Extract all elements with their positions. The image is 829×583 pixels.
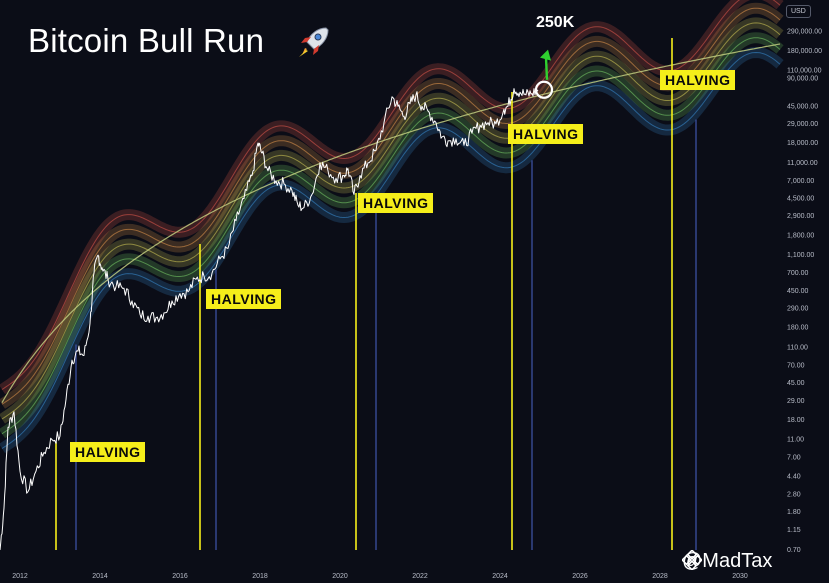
x-tick-label: 2014 — [92, 573, 108, 580]
y-tick-label: 11,000.00 — [787, 160, 818, 167]
x-axis: 2012 2014 2016 2018 2020 2022 2024 2026 2028 2030 — [12, 573, 748, 580]
trend-line-group — [1, 43, 781, 403]
x-tick-label: 2030 — [732, 573, 748, 580]
target-circle-icon — [534, 80, 554, 99]
y-tick-label: 290,000.00 — [787, 29, 822, 36]
target-label: 250K — [536, 14, 575, 31]
y-tick-label: 700.00 — [787, 270, 809, 277]
rocket-icon — [299, 27, 329, 57]
x-tick-label: 2016 — [172, 573, 188, 580]
y-tick-label: 180,000.00 — [787, 48, 822, 55]
y-tick-label: 180.00 — [787, 325, 809, 332]
x-tick-label: 2018 — [252, 573, 268, 580]
y-tick-label: 1.15 — [787, 527, 801, 534]
rainbow-band-edge-1 — [1, 7, 781, 405]
chart-title: Bitcoin Bull Run — [28, 22, 265, 59]
y-tick-label: 1,800.00 — [787, 232, 814, 239]
halving-label-2016: HALVING — [206, 289, 282, 309]
y-tick-label: 110,000.00 — [787, 67, 822, 74]
x-tick-label: 2012 — [12, 573, 28, 580]
y-tick-label: 18,000.00 — [787, 140, 818, 147]
rainbow-bands — [0, 0, 784, 454]
y-tick-label: 90,000.00 — [787, 76, 818, 83]
halving-label-2020: HALVING — [358, 193, 434, 213]
y-tick-label: 0.70 — [787, 547, 801, 554]
watermark-handle: @MadTax — [682, 550, 773, 572]
y-tick-label: 11.00 — [787, 437, 804, 444]
y-tick-label: 2,900.00 — [787, 213, 814, 220]
y-axis: 290,000.00 180,000.00 110,000.00 90,000.00 4… — [787, 29, 822, 554]
y-tick-label: 450.00 — [787, 288, 809, 295]
x-tick-label: 2026 — [572, 573, 588, 580]
y-tick-label: 45,000.00 — [787, 103, 818, 110]
x-tick-label: 2022 — [412, 573, 428, 580]
y-tick-label: 29,000.00 — [787, 121, 818, 128]
y-tick-label: 110.00 — [787, 344, 808, 351]
y-tick-label: 4,500.00 — [787, 196, 814, 203]
y-tick-label: 7.00 — [787, 455, 801, 462]
cycle-lines — [55, 38, 697, 550]
y-tick-label: 29.00 — [787, 398, 805, 405]
y-tick-label: 70.00 — [787, 362, 805, 369]
y-tick-label: 1.80 — [787, 509, 801, 516]
rainbow-band-edge-2 — [1, 22, 781, 420]
x-tick-label: 2020 — [332, 573, 348, 580]
target-marker — [534, 49, 554, 99]
rainbow-band-edge-0 — [1, 0, 781, 390]
halving-label-2012: HALVING — [70, 442, 146, 462]
price-line — [0, 88, 539, 551]
trend-line — [1, 43, 781, 403]
y-tick-label: 7,000.00 — [787, 178, 814, 185]
halving-label-2028: HALVING — [660, 70, 736, 90]
halving-label-2024: HALVING — [508, 124, 584, 144]
rainbow-band-edge-3 — [1, 37, 781, 435]
binance-logo-icon — [682, 550, 702, 570]
y-tick-label: 45.00 — [787, 380, 805, 387]
y-tick-label: 4.40 — [787, 473, 801, 480]
y-tick-label: 2.80 — [787, 491, 801, 498]
y-tick-label: 18.00 — [787, 417, 805, 424]
currency-tag: USD — [786, 5, 811, 18]
y-tick-label: 1,100.00 — [787, 252, 814, 259]
up-arrow-icon — [544, 57, 549, 80]
x-tick-label: 2028 — [652, 573, 668, 580]
y-tick-label: 290.00 — [787, 305, 809, 312]
up-arrow-head — [540, 49, 551, 61]
watermark: @MadTax — [682, 550, 772, 573]
rainbow-band-edge-4 — [1, 51, 781, 449]
x-tick-label: 2024 — [492, 573, 508, 580]
price-series — [0, 88, 539, 551]
